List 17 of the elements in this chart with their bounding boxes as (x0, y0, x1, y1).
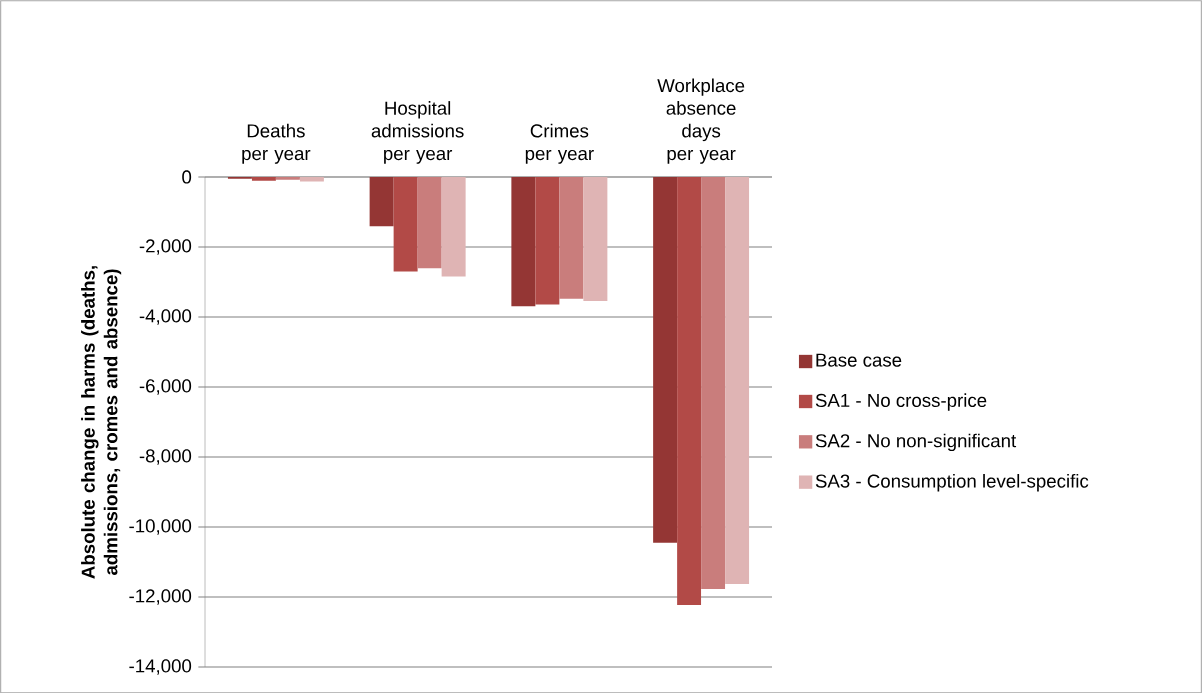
y-tick-label: -8,000 (139, 449, 192, 465)
y-tick-label: -12,000 (129, 589, 192, 605)
x-tick-label: Deaths per year (242, 123, 311, 164)
x-tick-label: Crimes per year (525, 123, 594, 164)
y-tick-label: 0 (182, 170, 192, 184)
legend-label: SA3 - Consumption level-specific (815, 473, 1089, 492)
legend-label: SA2 - No non-significant (815, 433, 1017, 451)
y-tick-label: -2,000 (139, 239, 192, 255)
legend-label: Base case (816, 353, 902, 367)
y-axis-title: Absolute change in harms (deaths, admissions, cromes and absence) (81, 266, 122, 579)
legend-label: SA1 - No cross-price (815, 393, 987, 411)
x-tick-label: Hospital admissions per year (371, 101, 464, 164)
y-tick-label: -6,000 (139, 379, 192, 395)
y-tick-label: -14,000 (129, 659, 192, 675)
x-tick-label: Workplace absence days per year (657, 78, 745, 164)
y-tick-label: -10,000 (129, 519, 192, 535)
y-tick-label: -4,000 (139, 309, 192, 325)
